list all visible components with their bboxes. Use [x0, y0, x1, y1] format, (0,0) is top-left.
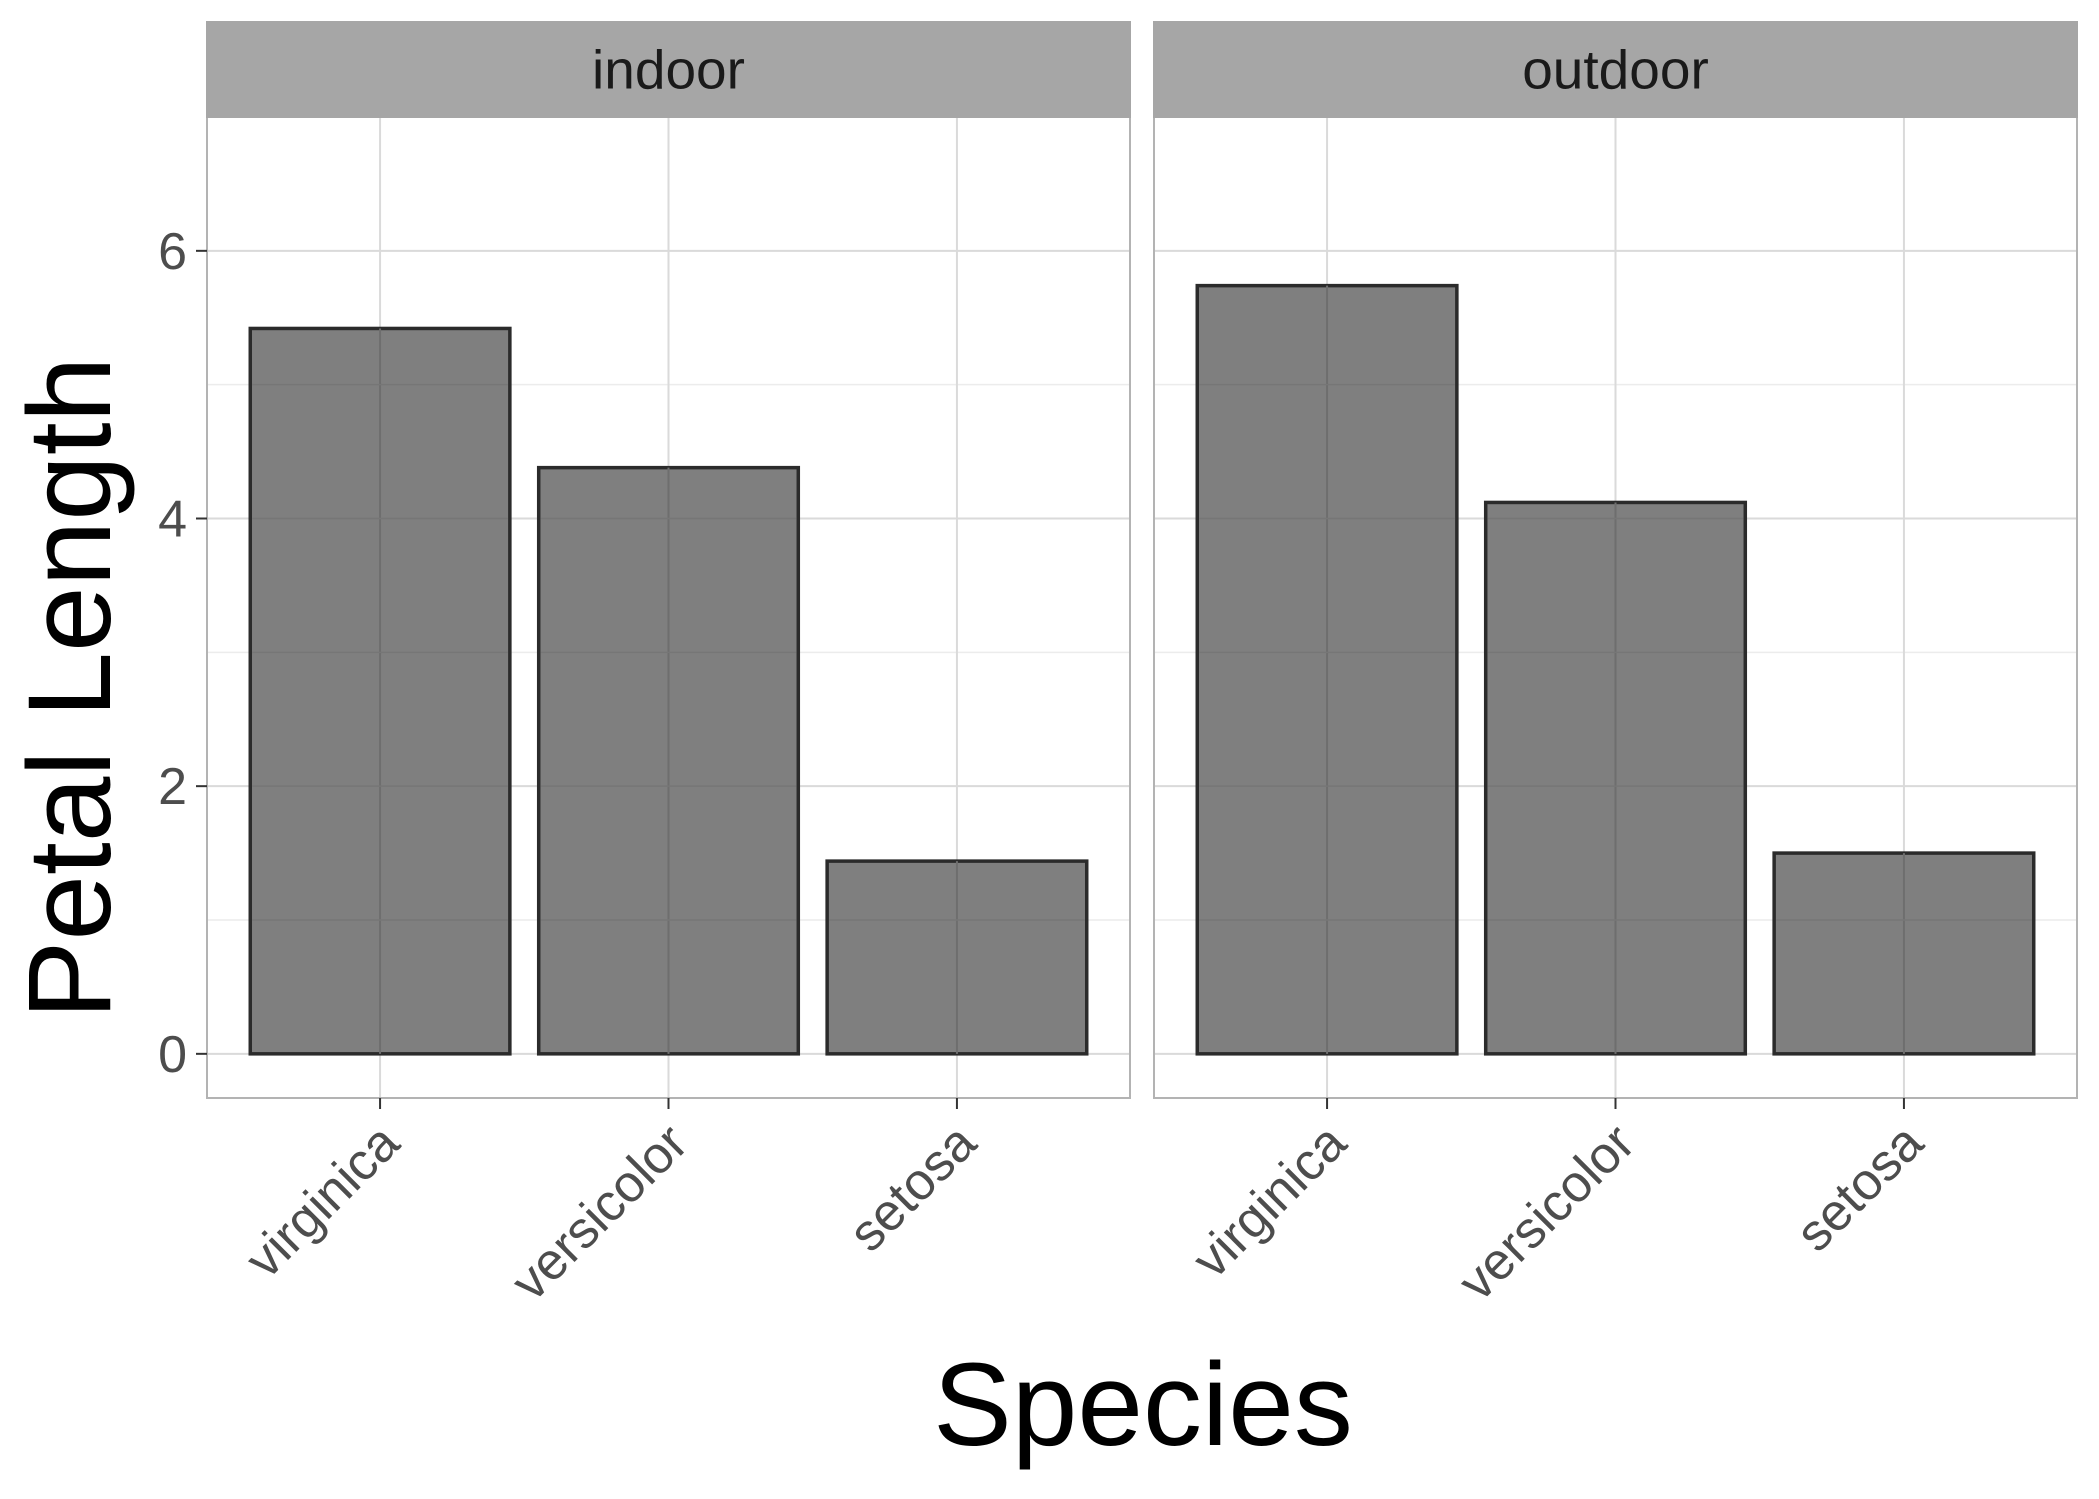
y-tick-label: 4: [158, 491, 187, 549]
y-tick-label: 0: [158, 1026, 187, 1084]
y-tick-label: 2: [158, 758, 187, 816]
facet-strip-label: outdoor: [1522, 39, 1709, 101]
y-tick-label: 6: [158, 223, 187, 281]
x-tick-label-versicolor: versicolor: [501, 1113, 699, 1311]
y-axis-title: Petal Length: [4, 357, 136, 1020]
x-tick-label-setosa: setosa: [838, 1113, 987, 1262]
x-tick-label-virginica: virginica: [1182, 1113, 1358, 1289]
facet-strip: [1153, 21, 2078, 118]
facet-strip-label: indoor: [592, 39, 745, 101]
panel-indoor: indoor virginica versicolor setosa 0 2 4 6: [158, 21, 1131, 1312]
x-tick-label-setosa: setosa: [1785, 1113, 1934, 1262]
panel-outdoor: outdoor virginica versicolor setosa: [1153, 21, 2078, 1312]
panels-layer: indoor virginica versicolor setosa 0 2 4 6 outdo…: [158, 21, 2078, 1312]
x-axis-title: Species: [933, 1339, 1353, 1471]
facet-strip: [206, 21, 1131, 118]
x-tick-label-virginica: virginica: [235, 1113, 411, 1289]
x-tick-label-versicolor: versicolor: [1448, 1113, 1646, 1311]
